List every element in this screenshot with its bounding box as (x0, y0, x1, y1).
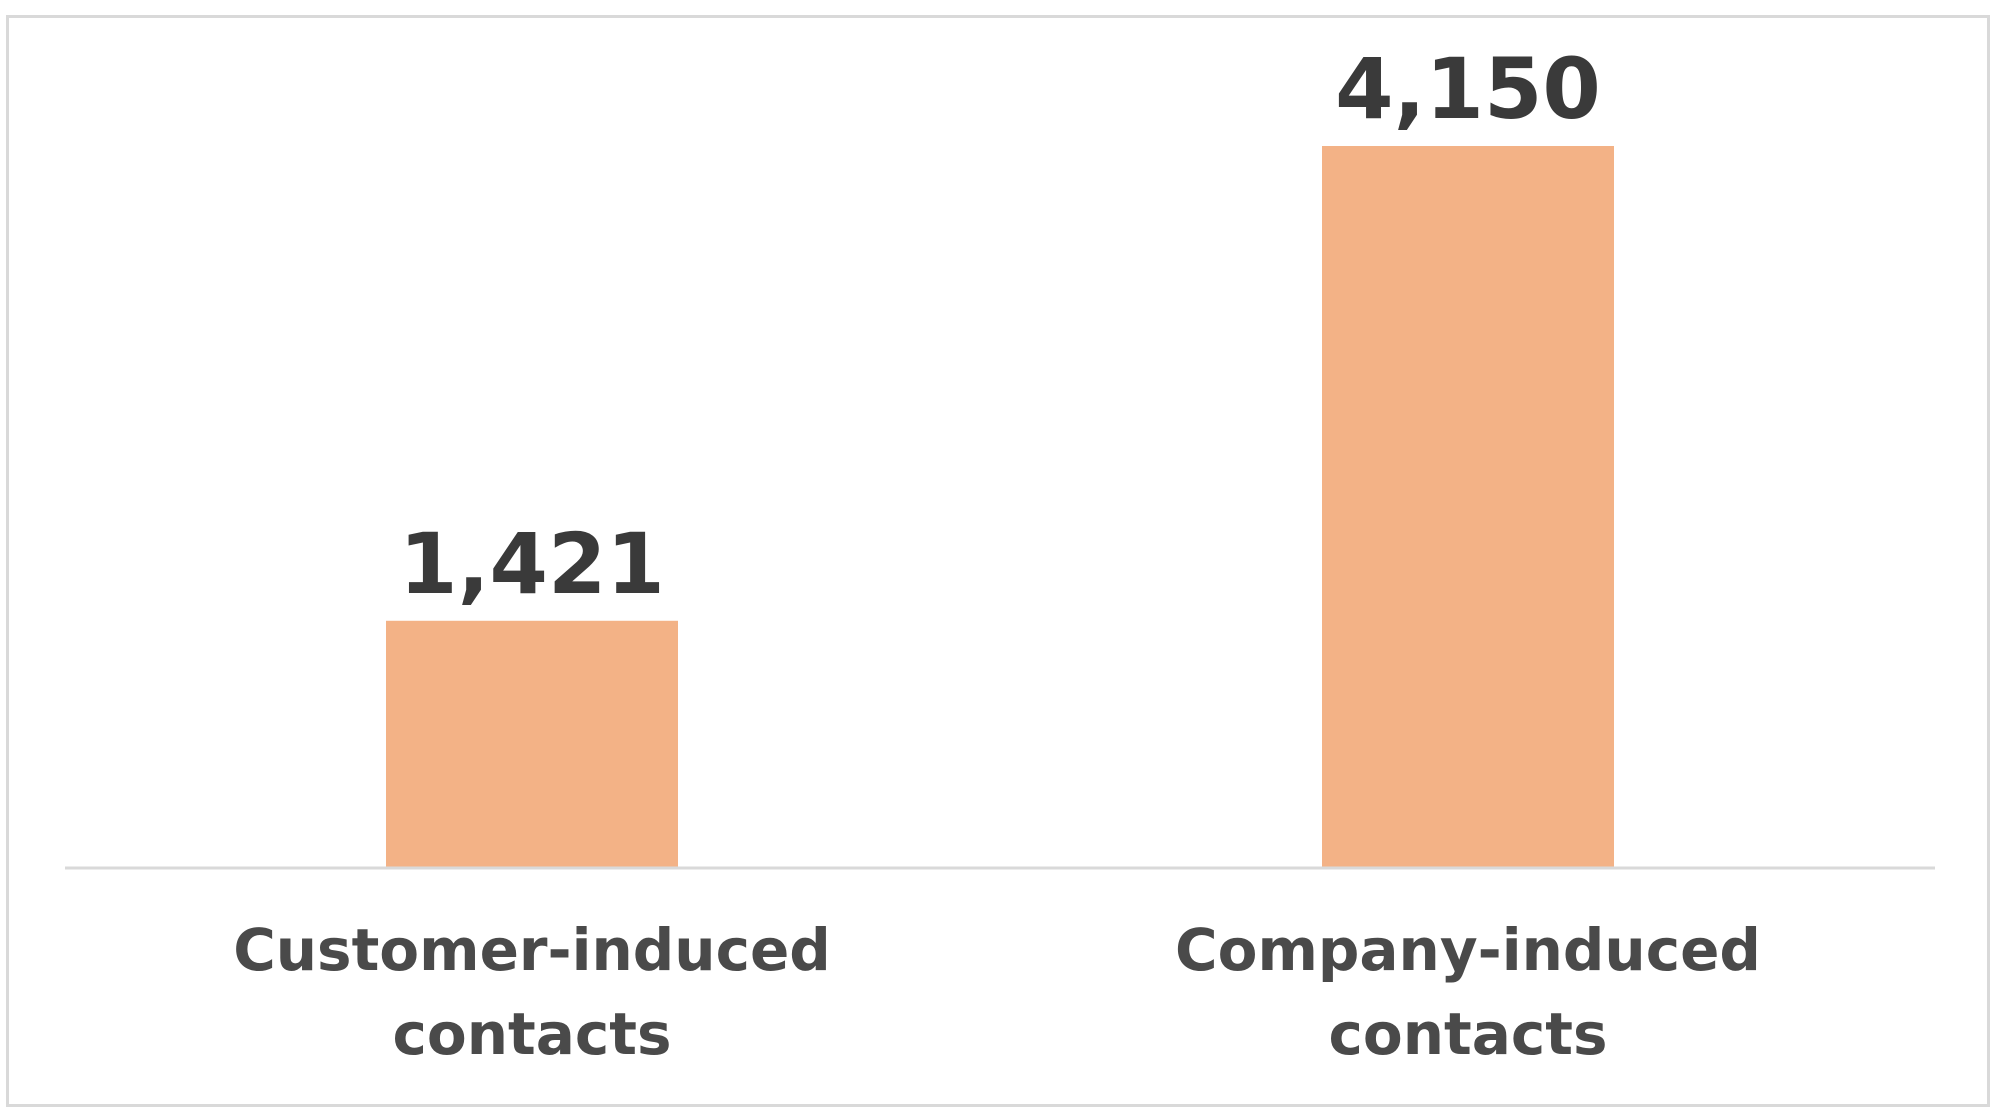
labels-layer: 1,421 Customer-induced contacts 4,150 Compan… (233, 40, 1761, 1068)
chart-frame (6, 15, 1990, 1107)
category-label-0-line-1: contacts (392, 1000, 671, 1068)
category-label-0-line-0: Customer-induced (233, 916, 831, 984)
category-label-1-line-0: Company-induced (1175, 916, 1761, 984)
bar-1 (1322, 146, 1614, 868)
bars-layer (386, 146, 1614, 868)
category-label-1-line-1: contacts (1328, 1000, 1607, 1068)
data-label-1: 4,150 (1335, 40, 1601, 138)
data-label-0: 1,421 (399, 515, 665, 613)
bar-0 (386, 620, 678, 868)
